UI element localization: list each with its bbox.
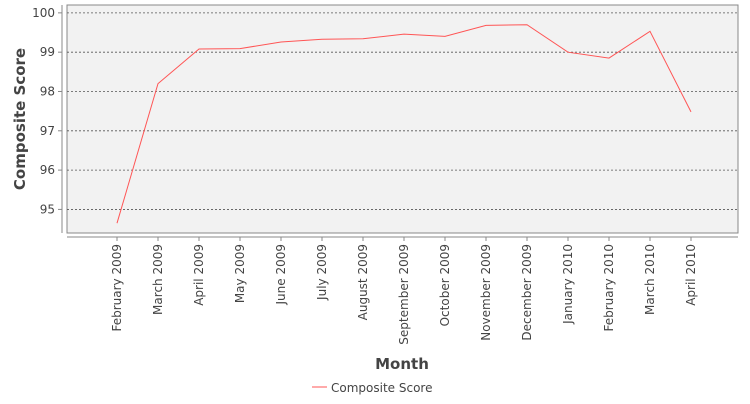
y-tick-label: 95 [40, 202, 55, 216]
x-tick-label: February 2010 [602, 244, 616, 332]
x-tick-label: November 2009 [479, 244, 493, 341]
x-tick-label: December 2009 [520, 244, 534, 341]
x-tick-label: October 2009 [438, 244, 452, 326]
x-tick-label: June 2009 [274, 244, 288, 306]
x-tick-label: April 2010 [684, 244, 698, 306]
y-axis: 95 96 97 98 99 100 [32, 5, 63, 233]
x-tick-label: January 2010 [561, 244, 575, 325]
x-axis: February 2009 March 2009 April 2009 May 200… [67, 236, 738, 345]
plot-area [66, 4, 739, 234]
y-tick-label: 97 [40, 124, 55, 138]
x-tick-label: March 2010 [643, 244, 657, 315]
x-tick-label: March 2009 [151, 244, 165, 315]
x-tick-label: May 2009 [233, 244, 247, 303]
legend-label: Composite Score [331, 381, 432, 395]
y-axis-label: Composite Score [11, 48, 29, 190]
y-tick-label: 100 [32, 6, 55, 20]
series-layer [116, 24, 692, 224]
y-tick-label: 96 [40, 163, 55, 177]
x-tick-label: September 2009 [397, 244, 411, 345]
y-tick-label: 99 [40, 45, 55, 59]
x-axis-label: Month [375, 355, 429, 373]
x-tick-label: February 2009 [110, 244, 124, 332]
x-tick-label: July 2009 [315, 244, 329, 301]
x-tick-label: April 2009 [192, 244, 206, 306]
legend: Composite Score [312, 381, 432, 395]
y-tick-label: 98 [40, 84, 55, 98]
series-line-composite-score [116, 24, 692, 224]
x-tick-label: August 2009 [356, 244, 370, 320]
